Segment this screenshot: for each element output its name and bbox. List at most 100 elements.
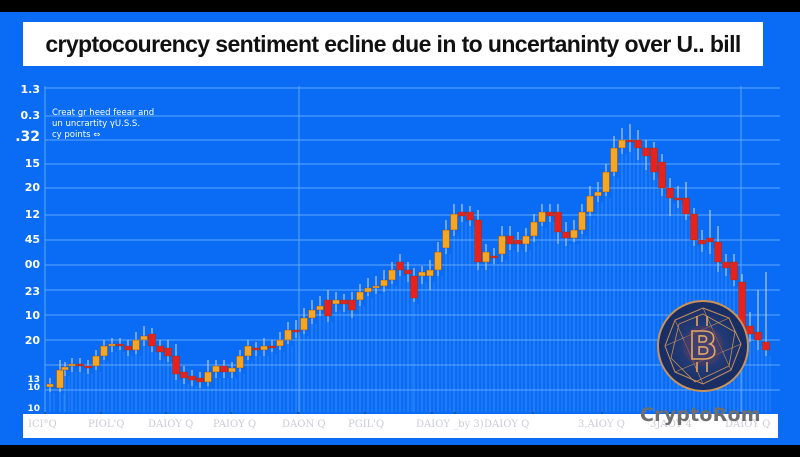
candle — [418, 266, 426, 284]
candle — [730, 254, 738, 286]
candle — [754, 290, 762, 350]
candle — [172, 344, 180, 380]
candle — [188, 370, 196, 386]
candle — [706, 210, 714, 254]
candle — [490, 248, 498, 264]
candle — [586, 186, 594, 216]
candle — [396, 254, 404, 276]
candle — [46, 378, 54, 392]
y-tick-label: 00 — [24, 258, 40, 271]
candle — [356, 284, 364, 306]
candle — [380, 270, 388, 292]
candle — [308, 300, 316, 324]
candle — [388, 262, 396, 284]
y-tick-label: 0.3 — [20, 109, 41, 122]
y-tick-label: 45 — [24, 233, 40, 246]
candle — [140, 326, 148, 346]
candle — [514, 232, 522, 252]
candle — [426, 260, 434, 290]
candle — [164, 340, 172, 362]
candle — [220, 360, 228, 378]
candle — [530, 214, 538, 242]
candle — [244, 340, 252, 360]
candle — [506, 226, 514, 250]
candle — [108, 338, 116, 352]
candle — [658, 154, 666, 196]
candle — [260, 338, 268, 356]
candle — [690, 208, 698, 246]
candle — [410, 268, 418, 302]
candle — [61, 362, 69, 376]
y-tick-label: 1.3 — [20, 83, 41, 96]
candle — [100, 340, 108, 360]
candle — [132, 332, 140, 354]
x-tick-label: PIOL'Q — [88, 419, 125, 430]
annotation-line: cy points ⇔ — [52, 130, 101, 140]
candle — [722, 254, 730, 276]
candle — [474, 210, 482, 270]
candle — [466, 206, 474, 226]
candle — [276, 332, 284, 350]
candle — [372, 276, 380, 294]
candle — [340, 294, 348, 312]
bitcoin-icon: B — [664, 307, 742, 385]
candle — [316, 296, 324, 316]
candle — [482, 244, 490, 270]
candle — [762, 272, 770, 356]
x-tick-label: PAIOY Q — [213, 419, 257, 430]
candle — [204, 360, 212, 386]
candle — [56, 360, 64, 392]
y-tick-label: 20 — [24, 334, 40, 347]
candle — [68, 358, 76, 372]
x-tick-label: DAON Q — [282, 419, 326, 430]
y-tick-label: 10 — [27, 404, 40, 414]
candle — [666, 178, 674, 216]
candle — [458, 204, 466, 222]
candle — [252, 342, 260, 356]
candle — [300, 308, 308, 334]
x-tick-label: DAIOY Q — [148, 419, 194, 430]
candle — [682, 182, 690, 220]
candle — [228, 362, 236, 378]
candle — [364, 278, 372, 296]
candle — [236, 350, 244, 372]
candle — [578, 204, 586, 234]
x-tick-label: DAIOY Q — [484, 419, 530, 430]
annotation-line: un uncrartity γU.S.S. — [52, 119, 141, 129]
annotation-line: Creat gr heed feear and — [52, 108, 155, 118]
brand-watermark: CryptoRom — [640, 404, 761, 426]
x-tick-label: ICI°Q — [28, 419, 57, 430]
x-tick-label: 3JAOY 4 — [650, 419, 692, 430]
x-tick-label: 3,AIOY Q — [578, 419, 625, 430]
x-tick-label: DAIOY Q — [725, 419, 771, 430]
candle — [594, 182, 602, 202]
candle — [332, 292, 340, 312]
chart-title-box: cryptocourency sentiment ecline due in t… — [23, 22, 763, 66]
candle — [626, 124, 634, 152]
candle — [450, 204, 458, 236]
candle — [618, 128, 626, 154]
candle — [538, 204, 546, 226]
y-tick-label: 23 — [24, 285, 40, 298]
y-tick-label: 10 — [24, 309, 40, 322]
candle — [714, 226, 722, 272]
chart-annotation: Creat gr heed feear and un uncrartity γU… — [52, 108, 154, 141]
candle — [180, 366, 188, 384]
candle — [554, 204, 562, 244]
candle — [610, 136, 618, 176]
x-tick-label: DAIOY _by 3) — [416, 419, 484, 430]
candle — [348, 292, 356, 318]
candle — [642, 140, 650, 170]
candle — [522, 228, 530, 252]
candle — [546, 204, 554, 222]
candle — [570, 220, 578, 242]
y-tick-label: .32 — [15, 129, 40, 145]
y-tick-label: 13 — [27, 375, 40, 385]
candle — [268, 340, 276, 352]
x-axis-box — [23, 414, 778, 438]
candle — [650, 142, 658, 180]
candle — [156, 340, 164, 360]
x-tick-label: PGIL'Q — [348, 419, 385, 430]
candle — [76, 358, 84, 372]
candle — [602, 164, 610, 196]
